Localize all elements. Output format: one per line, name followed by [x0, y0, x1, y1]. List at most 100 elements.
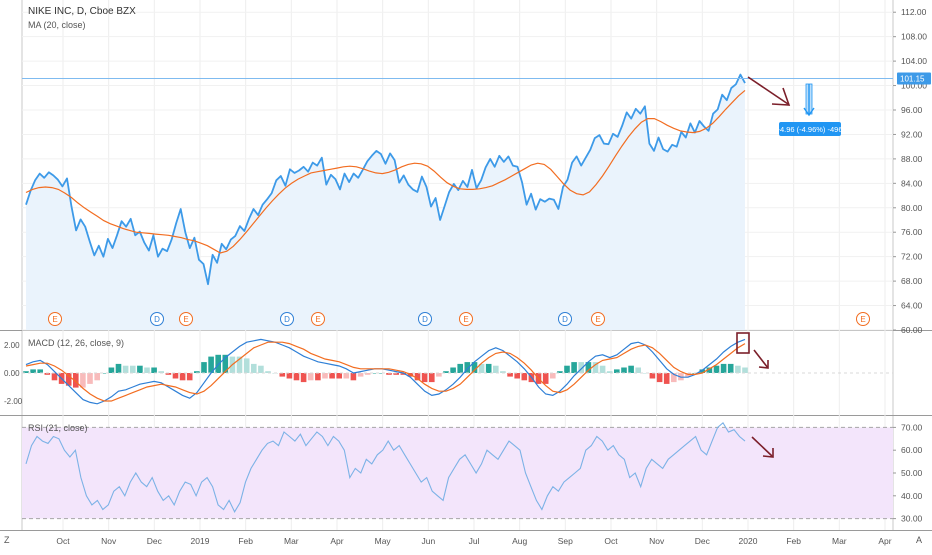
rsi-tick-label: 40.00 — [901, 491, 923, 501]
price-tick-label: 108.00 — [901, 32, 927, 42]
macd-histogram-bar — [464, 362, 471, 373]
measure-tool: -4.96 (-4.96%) -496 — [777, 83, 843, 136]
macd-histogram-bar — [372, 373, 378, 374]
macd-histogram-bar — [592, 362, 599, 373]
macd-histogram-bar — [642, 373, 649, 374]
last-price-badge — [897, 72, 931, 85]
time-tick-label: Apr — [878, 536, 891, 546]
dividend-marker: D — [558, 312, 572, 326]
macd-histogram-bar — [429, 373, 435, 383]
macd-histogram-bar — [80, 373, 86, 388]
macd-histogram-bar — [606, 371, 613, 373]
measure-label: -4.96 (-4.96%) -496 — [777, 125, 842, 134]
macd-histogram-bar — [44, 373, 51, 375]
macd-histogram-bar — [364, 373, 371, 375]
macd-histogram-bar — [23, 371, 29, 373]
price-area-fill — [26, 74, 745, 330]
macd-histogram-bar — [628, 365, 634, 373]
rsi-band — [22, 427, 893, 519]
time-tick-label: Apr — [330, 536, 343, 546]
event-label: E — [595, 315, 600, 324]
arrow-head — [758, 360, 769, 369]
macd-histogram-bar — [649, 373, 656, 379]
event-label: D — [562, 315, 568, 324]
macd-histogram-bar — [179, 373, 186, 381]
macd-histogram-bar — [550, 373, 556, 379]
macd-histogram-bar — [578, 362, 584, 373]
event-label: D — [154, 315, 160, 324]
macd-histogram-bar — [621, 367, 627, 373]
macd-histogram-bar — [201, 362, 207, 373]
macd-histogram-bar — [471, 362, 478, 373]
macd-histogram-bar — [443, 371, 449, 373]
macd-histogram-bar — [542, 373, 549, 384]
macd-histogram-bar — [122, 365, 129, 373]
event-circle — [48, 312, 62, 326]
auto-scale-corner[interactable]: A — [916, 535, 923, 545]
rsi-tick-label: 50.00 — [901, 468, 923, 478]
ma-line — [25, 89, 746, 254]
macd-histogram-bar — [329, 373, 335, 379]
measure-arrowhead — [803, 107, 815, 117]
macd-histogram-bar — [393, 373, 399, 375]
symbol-title: NIKE INC, D, Cboe BZX — [28, 6, 136, 17]
macd-histogram-bar — [51, 373, 58, 381]
time-axis: Oct Nov Dec 2019 Feb Mar Apr May Jun Jul Aug Sep Oct… — [56, 536, 891, 546]
event-circle — [856, 312, 870, 326]
macd-histogram-bar — [485, 363, 492, 373]
arrow-head — [771, 87, 791, 106]
event-label: D — [284, 315, 290, 324]
time-tick-label: Feb — [238, 536, 253, 546]
macd-line — [25, 338, 746, 405]
price-tick-label: 68.00 — [901, 276, 923, 286]
price-tick-label: 96.00 — [901, 105, 923, 115]
earnings-marker: E — [459, 312, 473, 326]
macd-histogram-bar — [614, 369, 620, 373]
price-tick-label: 88.00 — [901, 154, 923, 164]
price-tick-label: 84.00 — [901, 178, 923, 188]
macd-histogram-bar — [663, 373, 670, 384]
rsi-tick-label: 30.00 — [901, 514, 923, 524]
macd-histogram-bar — [699, 369, 706, 373]
macd-tick-label: 2.00 — [4, 341, 20, 350]
time-tick-label: 2020 — [739, 536, 758, 546]
macd-histogram-bar — [450, 367, 456, 373]
timezone-corner[interactable]: Z — [4, 535, 10, 545]
event-circle — [418, 312, 432, 326]
highlight-box — [736, 332, 750, 354]
price-tick-label: 72.00 — [901, 252, 923, 262]
macd-histogram-bar — [379, 373, 385, 374]
price-line — [25, 73, 746, 286]
macd-histogram-bar — [236, 356, 243, 373]
earnings-marker: E — [591, 312, 605, 326]
time-tick-label: Nov — [101, 536, 117, 546]
macd-histogram-bar — [265, 371, 271, 373]
price-tick-label: 64.00 — [901, 301, 923, 311]
time-tick-label: Mar — [832, 536, 847, 546]
macd-histogram-bar — [279, 373, 286, 377]
macd-histogram-bar — [130, 365, 136, 373]
macd-tick-label: -2.00 — [4, 397, 23, 406]
price-tick-label: 80.00 — [901, 203, 923, 213]
macd-histogram-bar — [735, 365, 741, 373]
event-circle — [558, 312, 572, 326]
macd-histogram-bar — [713, 365, 720, 373]
down-arrow-annotation — [747, 76, 791, 106]
macd-histogram-bar — [30, 369, 36, 373]
time-tick-label: Aug — [512, 536, 527, 546]
macd-histogram-bar — [742, 367, 748, 373]
macd-histogram-bar — [186, 373, 193, 381]
macd-histogram-bar — [194, 371, 200, 373]
price-tick-label: 104.00 — [901, 56, 927, 66]
time-tick-label: 2019 — [191, 536, 210, 546]
time-tick-label: May — [375, 536, 392, 546]
macd-histogram-bar — [507, 373, 513, 377]
macd-histogram-bar — [343, 373, 350, 379]
arrow-shaft — [753, 349, 769, 369]
macd-histogram-bar — [386, 373, 392, 375]
earnings-marker: E — [311, 312, 325, 326]
time-tick-label: Jul — [469, 536, 480, 546]
macd-histogram-bar — [73, 373, 79, 388]
rsi-line — [25, 421, 746, 513]
